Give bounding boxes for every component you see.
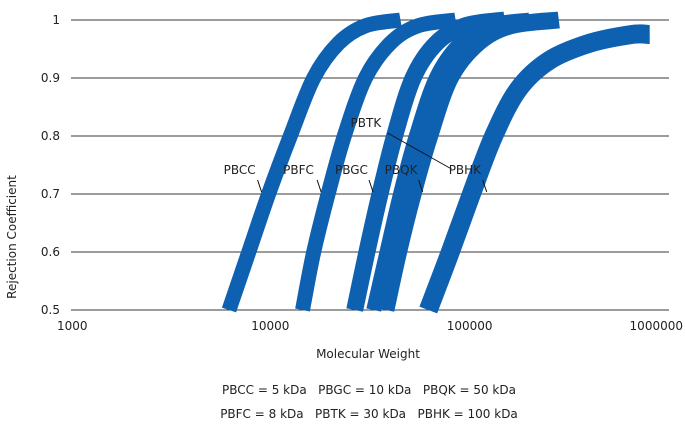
label-layer: PBCC PBFC PBGC PBTK PBQK PBHK bbox=[224, 116, 488, 193]
y-tick-label: 0.6 bbox=[41, 245, 60, 259]
series-line-pbgc bbox=[346, 11, 507, 312]
legend-caption-line-1: PBCC = 5 kDa PBGC = 10 kDa PBQK = 50 kDa bbox=[222, 383, 516, 397]
y-tick-label: 0.9 bbox=[41, 71, 60, 85]
legend-caption-line-2: PBFC = 8 kDa PBTK = 30 kDa PBHK = 100 kD… bbox=[220, 407, 518, 421]
series-line-pbfc bbox=[295, 12, 457, 312]
x-axis-title: Molecular Weight bbox=[316, 347, 420, 361]
series-annotation-pbfc: PBFC bbox=[283, 163, 314, 177]
y-tick-label: 0.8 bbox=[41, 129, 60, 143]
annotation-leader-line bbox=[418, 179, 424, 193]
x-tick-label: 1000 bbox=[57, 319, 88, 333]
series-annotation-pbhk: PBHK bbox=[449, 163, 482, 177]
annotation-leader-line bbox=[368, 179, 374, 193]
series-annotation-pbgc: PBGC bbox=[335, 163, 368, 177]
annotation-leader-line bbox=[482, 179, 488, 193]
series-line-pbhk bbox=[419, 24, 651, 314]
series-line-pbcc bbox=[221, 12, 402, 313]
series-annotation-pbcc: PBCC bbox=[224, 163, 256, 177]
x-tick-label: 100000 bbox=[447, 319, 493, 333]
annotation-leader-line bbox=[257, 179, 263, 193]
y-tick-label: 0.7 bbox=[41, 187, 60, 201]
series-layer bbox=[221, 11, 651, 314]
annotation-leader-line bbox=[316, 179, 322, 193]
y-axis-title: Rejection Coefficient bbox=[5, 175, 19, 299]
tick-layer: 0.5 0.6 0.7 0.8 0.9 1 1000 10000 100000 1000000 bbox=[41, 13, 683, 333]
annotation-leader-line bbox=[387, 132, 452, 170]
series-line-pbtk bbox=[366, 12, 531, 312]
x-tick-label: 10000 bbox=[251, 319, 289, 333]
y-tick-label: 0.5 bbox=[41, 303, 60, 317]
x-tick-label: 1000000 bbox=[630, 319, 683, 333]
series-annotation-pbqk: PBQK bbox=[385, 163, 419, 177]
series-annotation-pbtk: PBTK bbox=[351, 116, 383, 130]
series-line-pbqk bbox=[377, 11, 560, 312]
y-tick-label: 1 bbox=[52, 13, 60, 27]
